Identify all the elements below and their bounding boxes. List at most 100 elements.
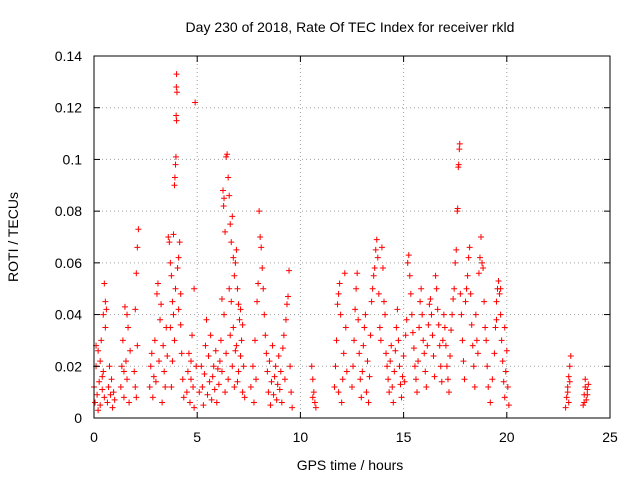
data-point — [367, 332, 374, 339]
data-point — [124, 311, 131, 318]
data-point — [231, 383, 238, 390]
data-point — [188, 376, 195, 383]
data-point — [233, 246, 240, 253]
data-point — [206, 378, 213, 385]
y-tick-label: 0.12 — [55, 100, 82, 116]
chart-title: Day 230 of 2018, Rate Of TEC Index for r… — [186, 19, 515, 35]
data-point — [263, 350, 270, 357]
data-point — [111, 396, 118, 403]
data-point — [172, 161, 179, 168]
data-point — [385, 376, 392, 383]
x-axis-label: GPS time / hours — [297, 457, 404, 473]
data-point — [193, 363, 200, 370]
data-point — [394, 306, 401, 313]
data-point — [357, 376, 364, 383]
data-point — [214, 365, 221, 372]
data-point — [358, 394, 365, 401]
data-point — [241, 394, 248, 401]
data-point — [309, 376, 316, 383]
data-point — [340, 350, 347, 357]
data-point — [479, 259, 486, 266]
data-point — [338, 399, 345, 406]
data-point — [481, 298, 488, 305]
data-point — [215, 381, 222, 388]
data-point — [499, 358, 506, 365]
data-point — [582, 376, 589, 383]
data-point — [406, 272, 413, 279]
data-point — [162, 383, 169, 390]
data-point — [334, 301, 341, 308]
data-point — [101, 394, 108, 401]
data-point — [120, 368, 127, 375]
data-points — [91, 71, 592, 414]
data-point — [474, 350, 481, 357]
data-point — [229, 363, 236, 370]
data-point — [107, 391, 114, 398]
data-point — [279, 345, 286, 352]
data-point — [390, 399, 397, 406]
data-point — [169, 358, 176, 365]
data-point — [251, 337, 258, 344]
data-point — [228, 239, 235, 246]
data-point — [266, 358, 273, 365]
data-point — [167, 259, 174, 266]
data-point — [202, 342, 209, 349]
data-point — [414, 389, 421, 396]
data-point — [455, 161, 462, 168]
data-point — [396, 363, 403, 370]
data-point — [368, 298, 375, 305]
data-point — [223, 350, 230, 357]
data-point — [333, 337, 340, 344]
data-point — [170, 311, 177, 318]
data-point — [335, 389, 342, 396]
data-point — [399, 373, 406, 380]
data-point — [411, 363, 418, 370]
data-point — [392, 347, 399, 354]
data-point — [468, 321, 475, 328]
data-point — [395, 337, 402, 344]
data-point — [501, 324, 508, 331]
data-point — [172, 285, 179, 292]
data-point — [110, 389, 117, 396]
data-point — [361, 324, 368, 331]
data-point — [256, 208, 263, 215]
data-point — [444, 376, 451, 383]
data-point — [212, 347, 219, 354]
y-tick-label: 0 — [74, 410, 82, 426]
data-point — [226, 192, 233, 199]
data-point — [336, 280, 343, 287]
data-point — [134, 244, 141, 251]
data-point — [207, 332, 214, 339]
data-point — [493, 316, 500, 323]
data-point — [352, 306, 359, 313]
y-tick-labels: 0 0.02 0.04 0.06 0.08 0.1 0.12 0.14 — [55, 48, 82, 426]
data-point — [364, 358, 371, 365]
data-point — [416, 324, 423, 331]
data-point — [171, 182, 178, 189]
data-point — [185, 350, 192, 357]
data-point — [404, 259, 411, 266]
data-point — [270, 391, 277, 398]
data-point — [376, 324, 383, 331]
data-point — [177, 321, 184, 328]
data-point — [179, 376, 186, 383]
data-point — [459, 337, 466, 344]
data-point — [457, 290, 464, 297]
data-point — [268, 378, 275, 385]
data-point — [480, 265, 487, 272]
data-point — [225, 174, 232, 181]
data-point — [584, 391, 591, 398]
data-point — [191, 404, 198, 411]
data-point — [253, 376, 260, 383]
data-point — [286, 267, 293, 274]
data-point — [102, 298, 109, 305]
data-point — [356, 350, 363, 357]
data-point — [281, 376, 288, 383]
data-point — [343, 368, 350, 375]
data-point — [311, 399, 318, 406]
data-point — [405, 252, 412, 259]
data-point — [408, 311, 415, 318]
data-point — [427, 296, 434, 303]
data-point — [342, 324, 349, 331]
data-point — [255, 280, 262, 287]
